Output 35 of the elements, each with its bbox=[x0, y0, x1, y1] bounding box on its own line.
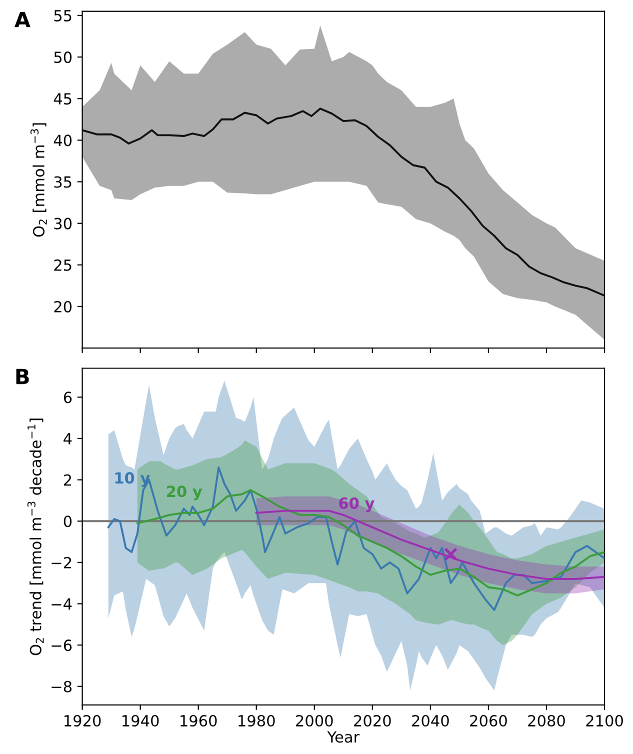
y-tick-label: −2 bbox=[52, 556, 72, 568]
x-tick-label: 1960 bbox=[180, 714, 217, 727]
y-axis-title: O$_{2}$ [mmol m$^{−3}$] bbox=[30, 123, 47, 237]
x-tick-label: 2080 bbox=[528, 714, 565, 727]
y-tick-label: −4 bbox=[52, 598, 72, 610]
y-tick-label: −8 bbox=[52, 680, 72, 692]
y-tick-label: 2 bbox=[64, 474, 72, 486]
y-tick-label: 6 bbox=[64, 392, 72, 404]
y-tick-label: 4 bbox=[64, 433, 72, 444]
text: A bbox=[14, 12, 30, 28]
y-tick-label: 30 bbox=[54, 218, 72, 230]
text: B bbox=[16, 368, 29, 384]
x-tick-label: 2040 bbox=[412, 714, 449, 727]
y-tick-label: 0 bbox=[64, 516, 72, 528]
x-tick-label: 1980 bbox=[238, 714, 275, 727]
y-tick-label: 40 bbox=[54, 134, 72, 146]
x-tick-label: 2020 bbox=[354, 714, 391, 727]
line-series bbox=[107, 466, 605, 611]
y-tick-label: 35 bbox=[54, 176, 72, 188]
series-label: 60 y bbox=[339, 497, 374, 512]
x-tick-label: 1920 bbox=[64, 714, 101, 727]
y-tick-label: 20 bbox=[54, 300, 72, 312]
y-tick-label: 55 bbox=[54, 10, 72, 22]
y-tick-label: 50 bbox=[54, 52, 72, 64]
y-tick-label: 45 bbox=[54, 93, 72, 105]
y-axis-title: O$_{2}$ trend [mmol m$^{−3}$ decade$^{−1}$] bbox=[27, 418, 44, 656]
y-tick-label: −6 bbox=[52, 640, 72, 652]
x-axis-title: Year bbox=[327, 731, 360, 743]
x-tick-label: 1940 bbox=[122, 714, 159, 727]
x-tick-label: 2000 bbox=[296, 714, 333, 727]
x-tick-label: 2100 bbox=[586, 714, 623, 727]
line-series bbox=[82, 108, 605, 297]
x-tick-label: 2060 bbox=[470, 714, 507, 727]
y-tick-label: 25 bbox=[54, 259, 72, 271]
series-label: 20 y bbox=[167, 486, 202, 500]
